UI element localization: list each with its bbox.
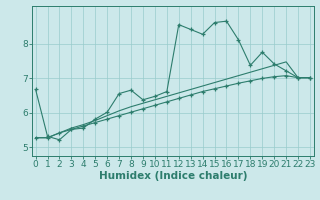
- X-axis label: Humidex (Indice chaleur): Humidex (Indice chaleur): [99, 171, 247, 181]
